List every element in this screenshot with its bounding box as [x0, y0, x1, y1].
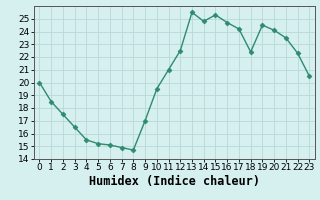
X-axis label: Humidex (Indice chaleur): Humidex (Indice chaleur): [89, 175, 260, 188]
